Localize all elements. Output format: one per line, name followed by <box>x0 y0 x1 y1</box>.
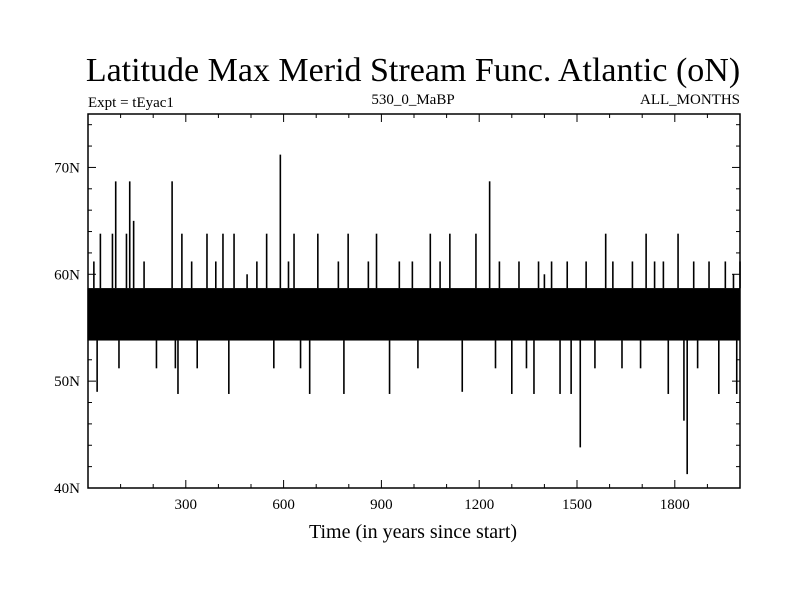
x-tick-label: 1200 <box>464 497 494 513</box>
y-tick-label: 70N <box>54 160 80 176</box>
chart-title: Latitude Max Merid Stream Func. Atlantic… <box>86 52 740 89</box>
x-axis-title: Time (in years since start) <box>309 521 517 543</box>
series-layer <box>87 154 741 475</box>
experiment-label: Expt = tEyac1 <box>88 95 174 111</box>
x-tick-label: 300 <box>175 497 198 513</box>
x-tick-label: 600 <box>272 497 295 513</box>
tick-layer: 300 600 900 1200 1500 1800 40N 50N 60N 70N <box>54 114 740 513</box>
x-tick-label: 900 <box>370 497 393 513</box>
y-tick-label: 50N <box>54 374 80 390</box>
x-tick-label: 1500 <box>562 497 592 513</box>
period-label: 530_0_MaBP <box>371 92 454 108</box>
y-tick-label: 40N <box>54 481 80 497</box>
y-tick-label: 60N <box>54 267 80 283</box>
x-tick-label: 1800 <box>660 497 690 513</box>
series-line <box>87 288 740 341</box>
months-label: ALL_MONTHS <box>640 92 740 108</box>
